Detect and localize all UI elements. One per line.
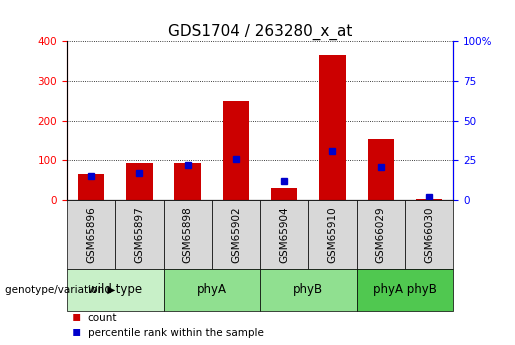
Text: phyB: phyB xyxy=(294,283,323,296)
Bar xyxy=(78,174,105,200)
Bar xyxy=(126,163,152,200)
Text: percentile rank within the sample: percentile rank within the sample xyxy=(88,328,264,338)
Text: genotype/variation ▶: genotype/variation ▶ xyxy=(5,285,115,295)
Text: GSM65910: GSM65910 xyxy=(328,206,337,263)
Bar xyxy=(368,139,394,200)
Bar xyxy=(222,101,249,200)
Text: GSM65897: GSM65897 xyxy=(134,206,144,263)
Bar xyxy=(175,163,201,200)
Text: ▪: ▪ xyxy=(72,324,81,338)
Text: count: count xyxy=(88,313,117,323)
Title: GDS1704 / 263280_x_at: GDS1704 / 263280_x_at xyxy=(168,24,352,40)
Text: phyA phyB: phyA phyB xyxy=(373,283,437,296)
Text: GSM65898: GSM65898 xyxy=(183,206,193,263)
Text: GSM66030: GSM66030 xyxy=(424,206,434,263)
Bar xyxy=(319,55,346,200)
Text: GSM65896: GSM65896 xyxy=(86,206,96,263)
Bar xyxy=(416,199,442,200)
Text: GSM66029: GSM66029 xyxy=(376,206,386,263)
Text: GSM65902: GSM65902 xyxy=(231,206,241,263)
Text: GSM65904: GSM65904 xyxy=(279,206,289,263)
Text: phyA: phyA xyxy=(197,283,227,296)
Text: wild type: wild type xyxy=(88,283,142,296)
Bar xyxy=(271,188,298,200)
Text: ▪: ▪ xyxy=(72,308,81,323)
